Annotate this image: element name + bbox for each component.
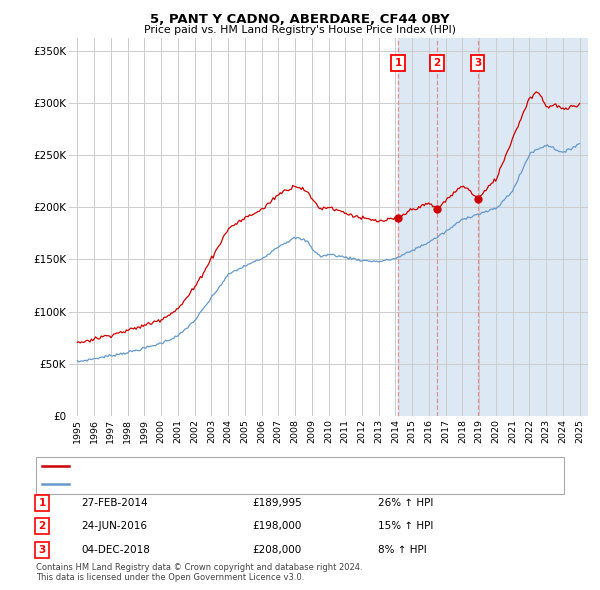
Text: 15% ↑ HPI: 15% ↑ HPI (378, 522, 433, 531)
Text: 1: 1 (38, 498, 46, 507)
Text: 2: 2 (38, 522, 46, 531)
Text: 2: 2 (433, 58, 440, 68)
Text: 5, PANT Y CADNO, ABERDARE, CF44 0BY: 5, PANT Y CADNO, ABERDARE, CF44 0BY (150, 13, 450, 26)
Text: 5, PANT Y CADNO, ABERDARE, CF44 0BY (detached house): 5, PANT Y CADNO, ABERDARE, CF44 0BY (det… (75, 461, 372, 471)
Text: £189,995: £189,995 (252, 498, 302, 507)
Text: Price paid vs. HM Land Registry's House Price Index (HPI): Price paid vs. HM Land Registry's House … (144, 25, 456, 35)
Text: 24-JUN-2016: 24-JUN-2016 (81, 522, 147, 531)
Text: HPI: Average price, detached house, Rhondda Cynon Taf: HPI: Average price, detached house, Rhon… (75, 479, 359, 489)
Bar (398, 38, 588, 416)
Text: 27-FEB-2014: 27-FEB-2014 (81, 498, 148, 507)
Text: 3: 3 (474, 58, 481, 68)
Text: £208,000: £208,000 (252, 545, 301, 555)
Text: 04-DEC-2018: 04-DEC-2018 (81, 545, 150, 555)
Text: Contains HM Land Registry data © Crown copyright and database right 2024.
This d: Contains HM Land Registry data © Crown c… (36, 563, 362, 582)
Text: 8% ↑ HPI: 8% ↑ HPI (378, 545, 427, 555)
Text: £198,000: £198,000 (252, 522, 301, 531)
Text: 1: 1 (394, 58, 401, 68)
Text: 26% ↑ HPI: 26% ↑ HPI (378, 498, 433, 507)
Text: 3: 3 (38, 545, 46, 555)
